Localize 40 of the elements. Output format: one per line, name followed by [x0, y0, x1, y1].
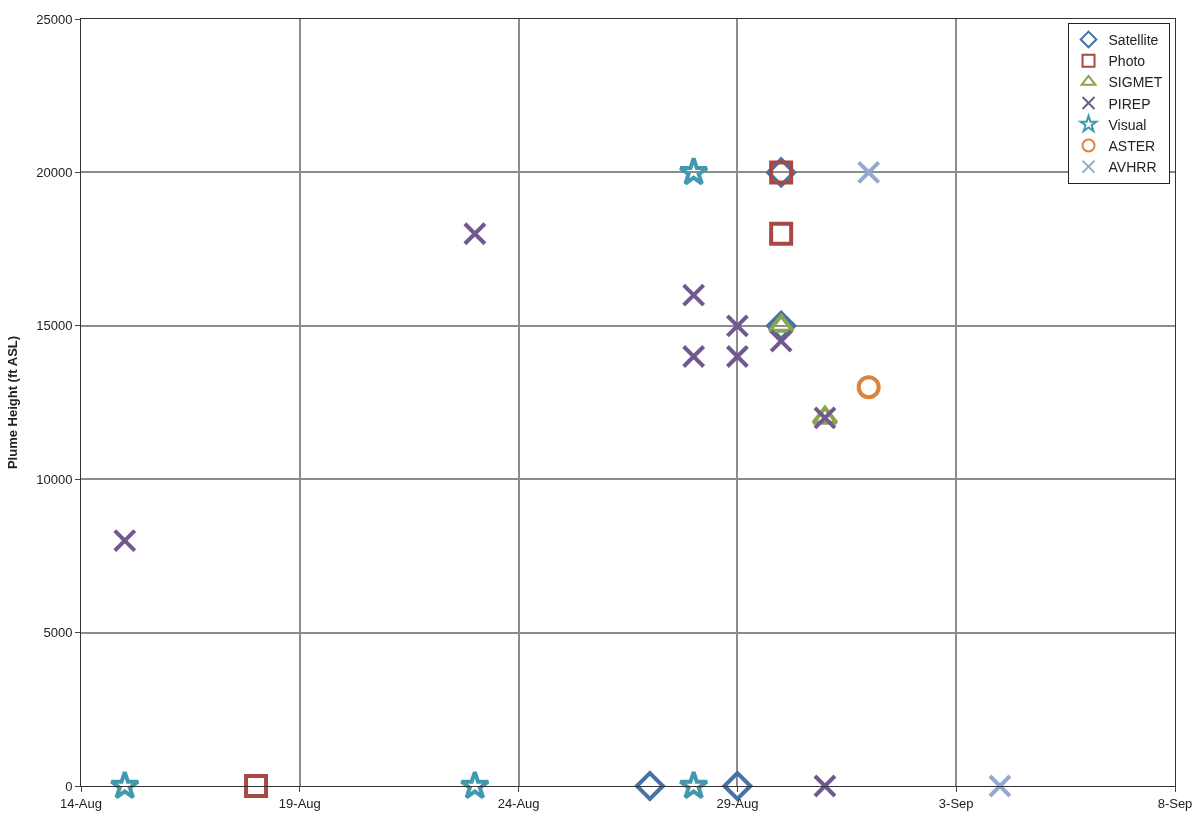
point [987, 774, 1012, 798]
y-tick-label: 5000 [43, 625, 73, 641]
x-tick-label: 19-Aug [278, 795, 321, 811]
point [722, 771, 753, 801]
point [681, 283, 706, 308]
point [812, 774, 837, 798]
point [812, 405, 837, 430]
legend-label: ASTER [1108, 137, 1156, 154]
point [725, 313, 750, 338]
y-tick-label: 10000 [36, 471, 73, 487]
point [769, 221, 794, 246]
point [678, 156, 709, 186]
y-tick-label: 0 [65, 778, 73, 794]
legend-label: PIREP [1108, 95, 1151, 112]
y-tick-label: 25000 [36, 11, 73, 27]
legend-label: SIGMET [1108, 74, 1163, 91]
y-tick-label: 20000 [36, 164, 73, 180]
point [459, 770, 491, 800]
x-tick-label: 29-Aug [716, 795, 759, 811]
point [634, 771, 665, 801]
point [856, 375, 881, 400]
x-tick-label: 3-Sep [938, 795, 974, 811]
y-axis-title: Plume Height (ft ASL) [5, 335, 21, 470]
legend-label: Visual [1108, 116, 1147, 133]
x-tick-label: 24-Aug [497, 795, 540, 811]
point [769, 329, 794, 354]
y-tick-label: 15000 [36, 318, 73, 334]
point [244, 774, 269, 798]
legend-label: Satellite [1108, 31, 1159, 48]
point [462, 221, 487, 246]
point [112, 528, 137, 553]
x-tick-label: 14-Aug [60, 795, 102, 811]
point [678, 770, 709, 800]
x-tick-label: 8-Sep [1157, 795, 1193, 811]
legend-label: AVHRR [1108, 159, 1157, 176]
point [109, 770, 141, 800]
point [681, 344, 706, 369]
point [725, 344, 750, 369]
point [856, 160, 881, 185]
legend-label: Photo [1108, 53, 1146, 70]
